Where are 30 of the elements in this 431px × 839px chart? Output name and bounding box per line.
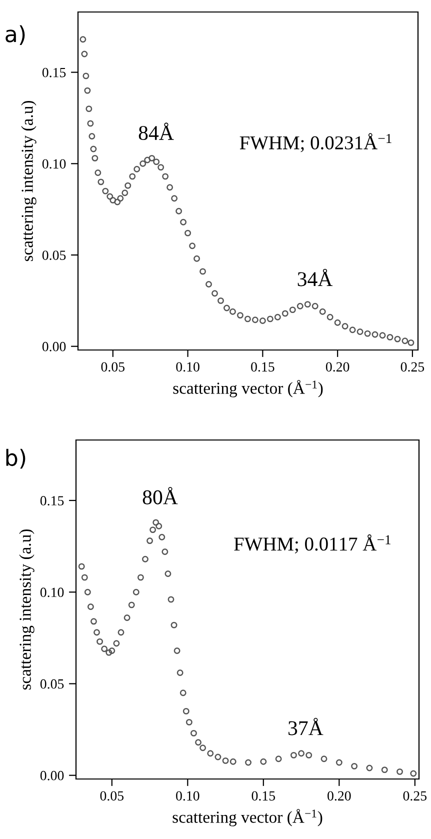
x-axis-title: scattering vector (Å$^{−1}$): [172, 808, 322, 826]
x-tick-label: 0.10: [176, 362, 200, 372]
x-axis-title: scattering vector (Å$^{−1}$): [173, 380, 323, 398]
annotation: 34Å: [298, 268, 333, 286]
x-tick-label: 0.20: [328, 791, 351, 801]
y-tick-label: 0.05: [42, 250, 66, 260]
annotation: 80Å: [142, 486, 178, 504]
y-tick-label: 0.15: [40, 496, 64, 506]
y-tick-label: 0.15: [42, 68, 66, 78]
y-tick-label: 0.00: [40, 770, 64, 780]
x-tick-label: 0.20: [326, 362, 350, 372]
annotation: FWHM; 0.0117 Å$^{−1}$: [234, 534, 390, 554]
x-tick-label: 0.05: [101, 362, 125, 372]
text: b): [6, 448, 26, 469]
annotation: 37Å: [288, 718, 324, 736]
x-tick-label: 0.05: [100, 791, 124, 801]
x-tick-label: 0.10: [176, 791, 200, 801]
annotation: 84Å: [138, 122, 174, 140]
x-tick-label: 0.15: [252, 791, 276, 801]
y-tick-label: 0.10: [42, 159, 66, 169]
y-axis-title: scattering intensity (a.u): [19, 529, 34, 690]
annotation: FWHM; 0.0231Å$^{−1}$: [240, 133, 392, 152]
y-tick-label: 0.10: [40, 588, 64, 598]
y-axis-title: scattering intensity (a.u): [21, 100, 36, 262]
x-tick-label: 0.25: [400, 362, 424, 372]
y-tick-label: 0.05: [40, 679, 64, 689]
x-tick-label: 0.25: [403, 791, 427, 801]
text: a): [6, 25, 25, 45]
y-tick-label: 0.00: [42, 342, 66, 352]
x-tick-label: 0.15: [251, 362, 274, 372]
